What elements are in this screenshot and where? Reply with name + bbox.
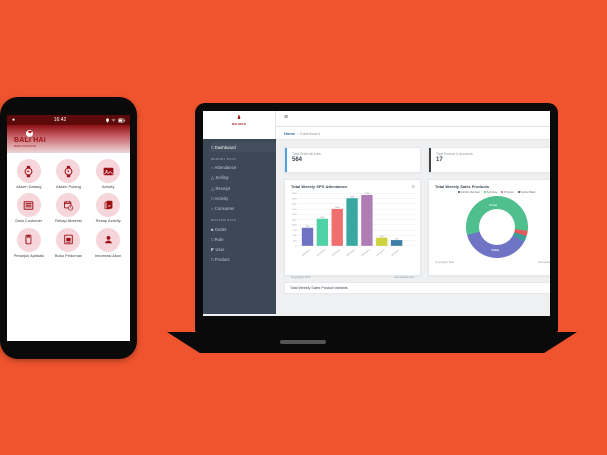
svg-text:750: 750 — [293, 230, 298, 232]
svg-text:Merchant 5: Merchant 5 — [361, 248, 371, 256]
svg-text:250: 250 — [293, 240, 298, 242]
svg-text:1480: 1480 — [335, 207, 339, 209]
svg-text:Merchant 3: Merchant 3 — [331, 248, 341, 256]
svg-text:2000: 2000 — [292, 204, 298, 206]
svg-text:2500: 2500 — [292, 193, 298, 195]
svg-text:1750: 1750 — [292, 209, 298, 211]
svg-text:2250: 2250 — [292, 198, 298, 200]
svg-text:Merchant 2: Merchant 2 — [316, 248, 326, 256]
svg-text:2240: 2240 — [350, 196, 354, 198]
svg-text:530: 530 — [306, 226, 309, 228]
svg-text:Merchant 4: Merchant 4 — [346, 248, 356, 257]
svg-text:1500: 1500 — [292, 214, 298, 216]
svg-text:Merchant 1: Merchant 1 — [302, 248, 312, 256]
svg-text:2350: 2350 — [365, 193, 369, 195]
svg-text:Merchant 7: Merchant 7 — [391, 248, 401, 256]
svg-text:1000: 1000 — [292, 225, 298, 227]
svg-text:1250: 1250 — [292, 219, 298, 221]
svg-text:300: 300 — [380, 236, 383, 238]
svg-text:500: 500 — [293, 235, 298, 237]
svg-text:0: 0 — [295, 246, 297, 248]
svg-text:1010: 1010 — [320, 217, 324, 219]
svg-text:Merchant 6: Merchant 6 — [376, 248, 386, 256]
svg-text:215: 215 — [395, 238, 398, 240]
